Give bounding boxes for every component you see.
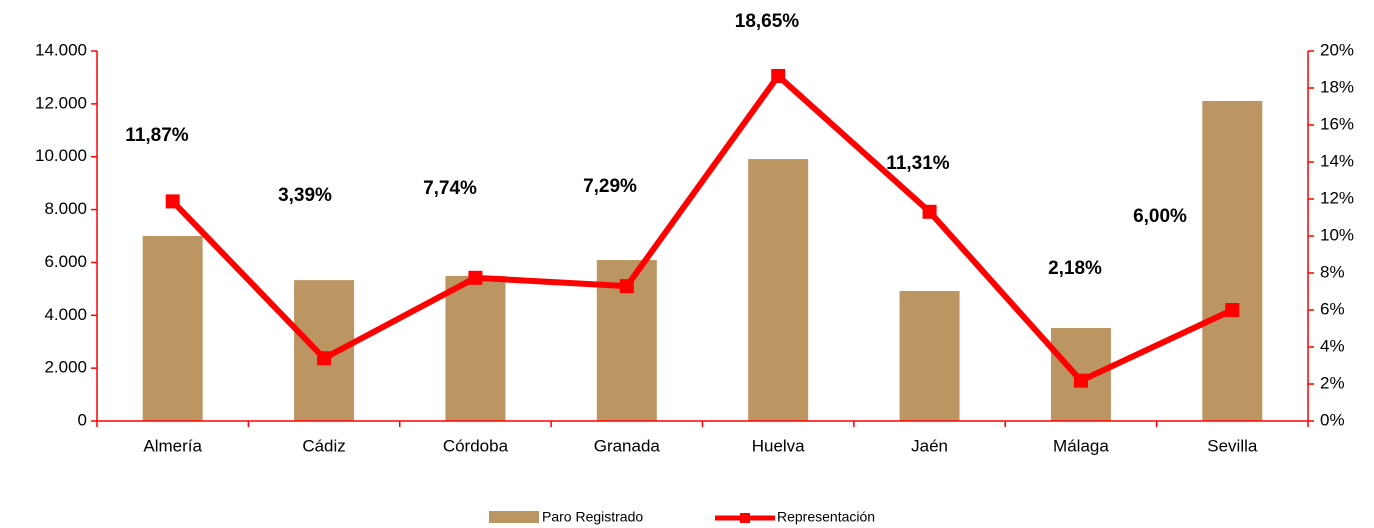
bar	[1202, 100, 1263, 421]
y-tick-label: 10.000	[35, 146, 87, 165]
y2-tick-label: 20%	[1320, 40, 1354, 59]
data-label: 7,74%	[423, 178, 477, 199]
y-tick-label: 0	[78, 410, 87, 429]
line-marker	[922, 204, 937, 219]
x-tick-label: Málaga	[1053, 436, 1109, 455]
y2-tick-label: 6%	[1320, 299, 1345, 318]
data-label: 11,87%	[125, 125, 188, 146]
bar	[445, 275, 506, 421]
x-tick-label: Almería	[143, 436, 202, 455]
y-tick-label: 6.000	[44, 252, 87, 271]
line	[170, 72, 1234, 384]
x-tick-label: Jaén	[911, 436, 948, 455]
y2-tick-label: 10%	[1320, 225, 1354, 244]
line-marker	[1225, 303, 1240, 317]
line-marker	[468, 270, 483, 285]
y-tick-label: 2.000	[44, 358, 87, 377]
bar	[899, 290, 960, 421]
legend-label: Paro Registrado	[542, 509, 643, 525]
y-tick-label: 14.000	[35, 40, 87, 59]
bar	[748, 159, 809, 422]
x-tick-label: Granada	[594, 436, 661, 455]
y-tick-label: 4.000	[44, 305, 87, 324]
y2-tick-label: 16%	[1320, 114, 1354, 133]
bar	[142, 236, 203, 421]
x-tick-label: Sevilla	[1207, 436, 1258, 455]
data-label: 11,31%	[886, 153, 949, 174]
y2-tick-label: 18%	[1320, 77, 1354, 96]
line-marker	[771, 68, 786, 83]
bar	[294, 280, 355, 421]
y2-tick-label: 14%	[1320, 151, 1354, 170]
x-tick-label: Córdoba	[443, 436, 509, 455]
legend-swatch	[489, 511, 539, 523]
y-tick-label: 12.000	[35, 93, 87, 112]
y2-tick-label: 0%	[1320, 410, 1345, 429]
legend-label: Representación	[777, 509, 875, 525]
y2-tick-label: 8%	[1320, 262, 1345, 281]
data-label: 6,00%	[1133, 206, 1187, 227]
legend-swatch	[740, 513, 750, 523]
y-tick-label: 8.000	[44, 199, 87, 218]
data-label: 18,65%	[735, 11, 800, 32]
y2-tick-label: 12%	[1320, 188, 1354, 207]
data-label: 2,18%	[1048, 258, 1102, 279]
line-marker	[619, 279, 634, 294]
x-tick-label: Huelva	[752, 436, 805, 455]
x-tick-label: Cádiz	[302, 436, 345, 455]
line-marker	[165, 194, 180, 209]
y2-tick-label: 4%	[1320, 336, 1345, 355]
line-marker	[317, 351, 332, 366]
data-label: 3,39%	[278, 185, 332, 206]
data-label: 7,29%	[583, 176, 637, 197]
line-marker	[1073, 373, 1088, 388]
y2-tick-label: 2%	[1320, 373, 1345, 392]
